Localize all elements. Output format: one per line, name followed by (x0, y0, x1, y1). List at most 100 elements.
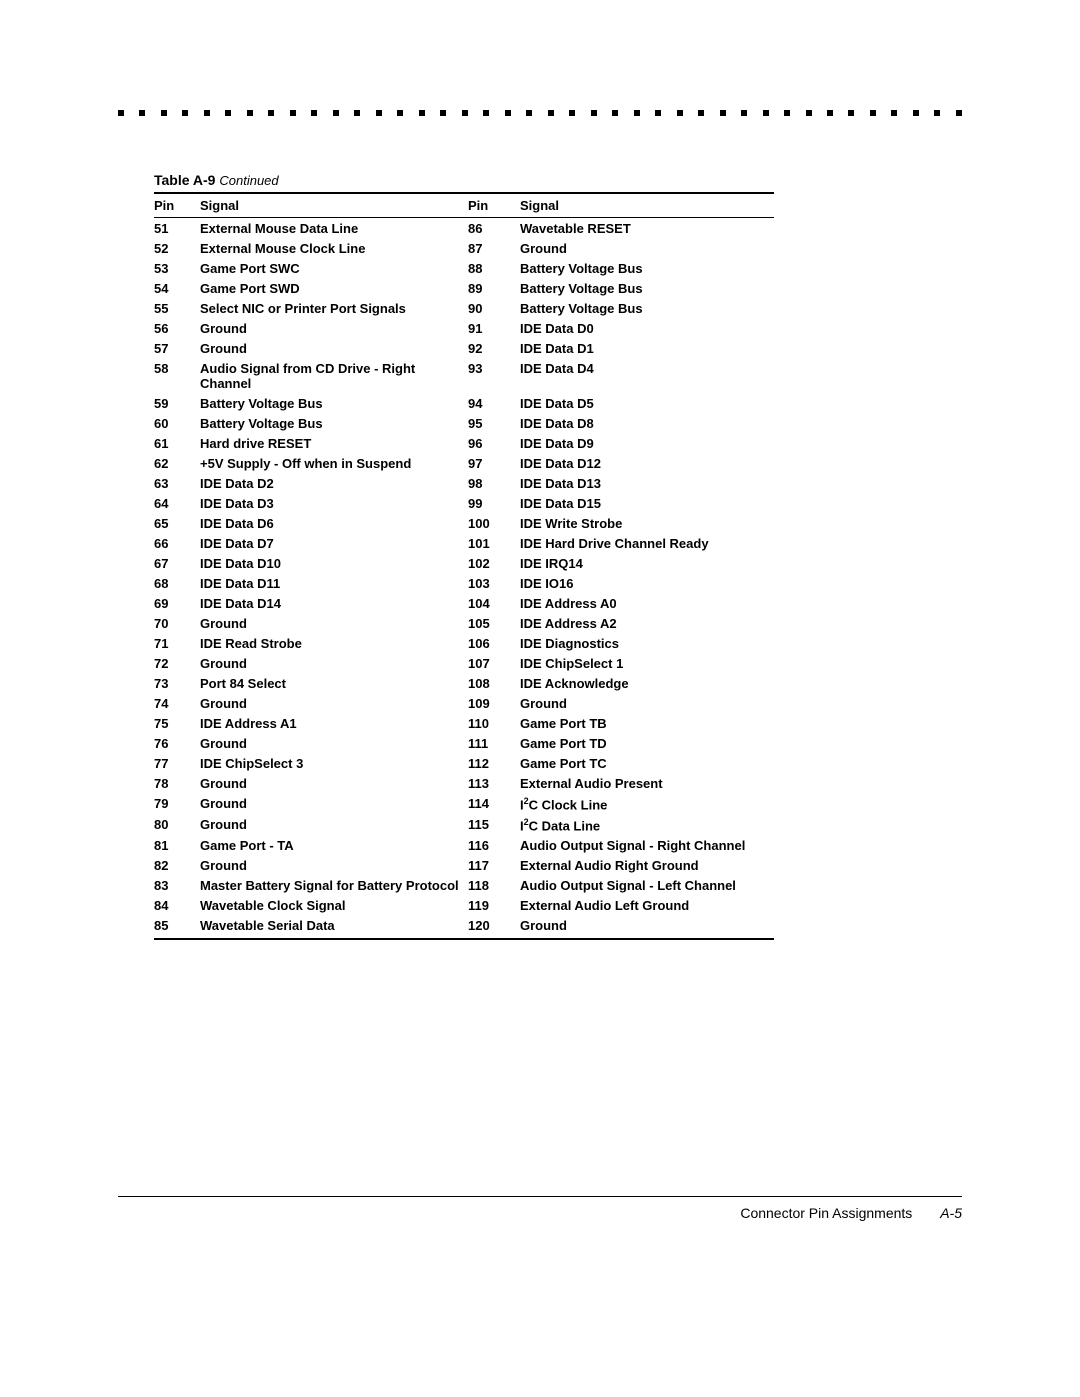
signal-right: External Audio Right Ground (520, 856, 774, 876)
dot (397, 110, 403, 116)
pin-right: 116 (468, 836, 520, 856)
pin-right: 95 (468, 413, 520, 433)
header-pin-left: Pin (154, 193, 200, 218)
table-row: 64IDE Data D399IDE Data D15 (154, 493, 774, 513)
dot (655, 110, 661, 116)
signal-left: Wavetable Clock Signal (200, 896, 468, 916)
table-row: 83Master Battery Signal for Battery Prot… (154, 876, 774, 896)
table-row: 57Ground92IDE Data D1 (154, 338, 774, 358)
dot (247, 110, 253, 116)
pin-right: 91 (468, 318, 520, 338)
dot (612, 110, 618, 116)
pin-right: 120 (468, 916, 520, 936)
pin-left: 83 (154, 876, 200, 896)
pin-left: 54 (154, 278, 200, 298)
table-row: 76Ground111Game Port TD (154, 733, 774, 753)
signal-left: Ground (200, 693, 468, 713)
signal-right: I2C Data Line (520, 814, 774, 835)
pin-right: 114 (468, 793, 520, 814)
signal-left: Ground (200, 338, 468, 358)
pin-left: 79 (154, 793, 200, 814)
signal-right: IDE Data D0 (520, 318, 774, 338)
signal-right: IDE IRQ14 (520, 553, 774, 573)
pin-right: 115 (468, 814, 520, 835)
pin-left: 55 (154, 298, 200, 318)
signal-right: Battery Voltage Bus (520, 278, 774, 298)
pin-left: 58 (154, 358, 200, 393)
pin-right: 94 (468, 393, 520, 413)
pin-left: 82 (154, 856, 200, 876)
pin-left: 81 (154, 836, 200, 856)
pin-right: 87 (468, 238, 520, 258)
signal-right: Ground (520, 916, 774, 936)
pin-right: 90 (468, 298, 520, 318)
signal-left: Ground (200, 793, 468, 814)
dot (225, 110, 231, 116)
pin-right: 97 (468, 453, 520, 473)
signal-left: Battery Voltage Bus (200, 413, 468, 433)
signal-left: Battery Voltage Bus (200, 393, 468, 413)
dot (376, 110, 382, 116)
table-row: 59Battery Voltage Bus94IDE Data D5 (154, 393, 774, 413)
pin-right: 92 (468, 338, 520, 358)
dot (483, 110, 489, 116)
signal-left: Game Port SWD (200, 278, 468, 298)
dot (139, 110, 145, 116)
pin-right: 113 (468, 773, 520, 793)
table-row: 80Ground115I2C Data Line (154, 814, 774, 835)
signal-left: IDE Data D6 (200, 513, 468, 533)
dot (720, 110, 726, 116)
page-footer: Connector Pin Assignments A-5 (118, 1196, 962, 1221)
pin-left: 74 (154, 693, 200, 713)
signal-left: Game Port - TA (200, 836, 468, 856)
pin-left: 69 (154, 593, 200, 613)
signal-left: IDE Data D10 (200, 553, 468, 573)
pin-right: 86 (468, 218, 520, 239)
signal-right: IDE Data D1 (520, 338, 774, 358)
dot (268, 110, 274, 116)
pin-right: 111 (468, 733, 520, 753)
table-row: 82Ground117External Audio Right Ground (154, 856, 774, 876)
signal-right: IDE Data D5 (520, 393, 774, 413)
pin-left: 65 (154, 513, 200, 533)
table-row: 60Battery Voltage Bus95IDE Data D8 (154, 413, 774, 433)
pin-right: 100 (468, 513, 520, 533)
table-row: 58Audio Signal from CD Drive - Right Cha… (154, 358, 774, 393)
pin-right: 98 (468, 473, 520, 493)
pin-table: Pin Signal Pin Signal 51External Mouse D… (154, 192, 774, 936)
signal-left: Ground (200, 613, 468, 633)
signal-right: IDE Data D15 (520, 493, 774, 513)
pin-right: 96 (468, 433, 520, 453)
pin-left: 67 (154, 553, 200, 573)
signal-right: Game Port TD (520, 733, 774, 753)
pin-right: 102 (468, 553, 520, 573)
pin-left: 62 (154, 453, 200, 473)
table-row: 53Game Port SWC88Battery Voltage Bus (154, 258, 774, 278)
signal-right: IDE IO16 (520, 573, 774, 593)
pin-right: 93 (468, 358, 520, 393)
signal-right: I2C Clock Line (520, 793, 774, 814)
signal-right: IDE Acknowledge (520, 673, 774, 693)
dot (548, 110, 554, 116)
table-row: 66IDE Data D7101IDE Hard Drive Channel R… (154, 533, 774, 553)
table-row: 61Hard drive RESET96IDE Data D9 (154, 433, 774, 453)
table-row: 71IDE Read Strobe106IDE Diagnostics (154, 633, 774, 653)
dot (784, 110, 790, 116)
dot (440, 110, 446, 116)
pin-right: 110 (468, 713, 520, 733)
signal-left: IDE Read Strobe (200, 633, 468, 653)
dot (870, 110, 876, 116)
signal-left: IDE Data D11 (200, 573, 468, 593)
decorative-dots-row (118, 110, 962, 116)
pin-right: 105 (468, 613, 520, 633)
dot (419, 110, 425, 116)
table-row: 81Game Port - TA116Audio Output Signal -… (154, 836, 774, 856)
table-row: 65IDE Data D6100IDE Write Strobe (154, 513, 774, 533)
pin-left: 76 (154, 733, 200, 753)
pin-right: 104 (468, 593, 520, 613)
table-row: 78Ground113External Audio Present (154, 773, 774, 793)
pin-left: 56 (154, 318, 200, 338)
table-row: 52External Mouse Clock Line87Ground (154, 238, 774, 258)
table-row: 55Select NIC or Printer Port Signals90Ba… (154, 298, 774, 318)
signal-right: IDE Diagnostics (520, 633, 774, 653)
